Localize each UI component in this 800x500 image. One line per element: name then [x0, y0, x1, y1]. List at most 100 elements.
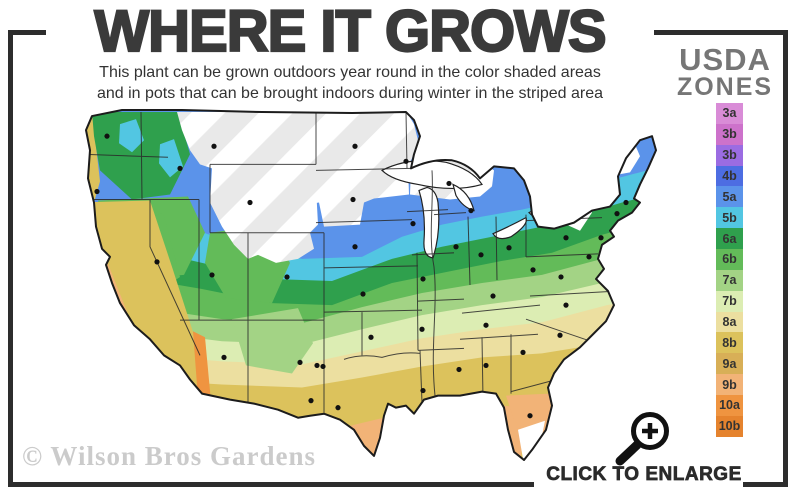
legend-zone-label: 6b: [722, 252, 737, 267]
city-dot: [468, 207, 474, 214]
cascades-turquoise: [119, 119, 144, 153]
california-coast-orange: [86, 234, 199, 400]
city-dot: [154, 259, 160, 265]
legend-zone-swatch-6a: 6a: [716, 228, 743, 250]
legend-zone-label: 9b: [722, 377, 737, 392]
city-dot: [478, 252, 484, 258]
city-dot: [360, 291, 366, 297]
usa-map-illustration: [85, 109, 657, 461]
legend-zone-swatch-10a: 10a: [716, 395, 743, 416]
city-dot: [297, 359, 303, 366]
city-dot: [104, 133, 110, 139]
city-dot: [368, 334, 374, 340]
legend-zone-label: 10b: [718, 419, 741, 434]
city-dot: [520, 349, 526, 355]
legend-zone-label: 3b: [722, 127, 737, 142]
city-dot: [410, 221, 416, 227]
lake-erie: [492, 216, 528, 240]
city-dot: [177, 165, 183, 171]
us-outline: [85, 109, 657, 461]
legend-zone-swatch-3b: 3b: [716, 123, 743, 145]
lake-huron: [452, 183, 475, 212]
city-dot: [211, 143, 217, 149]
frame-top-right-stub: [654, 30, 788, 35]
frame-left-line: [8, 30, 13, 487]
city-dot: [403, 158, 409, 164]
click-to-enlarge-label[interactable]: CLICK TO ENLARGE: [546, 464, 742, 486]
city-dot: [598, 180, 604, 187]
city-dot: [284, 274, 290, 280]
zone-shading: [86, 110, 656, 460]
city-dot: [221, 354, 227, 361]
legend-zone-label: 3b: [722, 148, 737, 163]
city-dot: [623, 199, 629, 206]
city-dot: [483, 322, 489, 328]
city-dot: [506, 245, 512, 251]
city-dot: [614, 210, 620, 217]
usda-zone-map[interactable]: [62, 106, 662, 468]
city-dot: [320, 363, 326, 370]
usda-zone-legend: 3a 3b 3b 4b 5a 5b 6a 6b 7a 7b 8a 8b 9a 9b 10a 10b: [716, 103, 743, 437]
legend-zone-label: 4b: [722, 169, 737, 183]
subtitle-line-2: and in pots that can be brought indoors …: [96, 85, 604, 102]
city-dot: [618, 155, 624, 161]
city-dot: [490, 293, 496, 299]
legend-zone-label: 10a: [719, 398, 740, 413]
city-dot: [352, 244, 358, 250]
city-dot: [446, 180, 452, 187]
city-dot: [420, 387, 426, 394]
city-dot: [610, 176, 616, 183]
legend-zone-label: 8a: [722, 315, 737, 330]
legend-zone-swatch-7b: 7b: [716, 290, 743, 312]
city-dot: [419, 326, 425, 332]
city-dot: [335, 405, 341, 411]
legend-zone-label: 8b: [722, 335, 737, 350]
legend-zone-label: 9a: [722, 356, 737, 371]
page-title: WHERE IT GROWS: [93, 0, 607, 65]
city-dot: [557, 332, 563, 338]
city-dot: [453, 244, 459, 250]
legend-zone-swatch-9b: 9b: [716, 374, 743, 396]
zoom-in-magnifier-icon[interactable]: [608, 406, 676, 473]
legend-zone-swatch-5b: 5b: [716, 207, 743, 229]
legend-zone-swatch-8a: 8a: [716, 311, 743, 333]
legend-zone-swatch-4b: 4b: [716, 165, 743, 187]
city-dot: [456, 366, 462, 373]
legend-zone-label: 6a: [722, 231, 737, 246]
legend-zone-swatch-3b: 3b: [716, 144, 743, 166]
city-dot: [563, 302, 569, 308]
legend-zone-swatch-3a: 3a: [716, 103, 743, 124]
legend-zone-label: 5b: [722, 210, 737, 225]
frame-right-line: [783, 30, 788, 487]
legend-zone-swatch-7a: 7a: [716, 269, 743, 291]
city-dot: [530, 267, 536, 273]
city-dot: [247, 199, 253, 206]
city-dot: [580, 203, 586, 210]
city-dot: [527, 413, 533, 419]
frame-bottom-right-stub: [743, 482, 788, 487]
city-dot: [308, 398, 314, 404]
az-nm-highlands: [232, 308, 313, 374]
california-gold: [86, 200, 201, 396]
legend-zone-swatch-9a: 9a: [716, 353, 743, 375]
legend-zone-swatch-10b: 10b: [716, 415, 743, 437]
city-dot: [483, 362, 489, 369]
state-borders: [86, 112, 619, 413]
watermark: © Wilson Bros Gardens: [22, 441, 316, 471]
city-dot: [209, 272, 215, 278]
city-dot: [558, 274, 564, 280]
legend-zone-label: 7a: [722, 273, 737, 288]
subtitle: This plant can be grown outdoors year ro…: [30, 62, 670, 104]
legend-zone-swatch-8b: 8b: [716, 332, 743, 354]
legend-zone-label: 3a: [722, 106, 737, 121]
city-dot: [420, 276, 426, 282]
legend-title-zones: ZONES: [676, 73, 774, 101]
city-dot: [314, 362, 320, 369]
legend-zone-label: 7b: [722, 294, 737, 309]
legend-zone-swatch-5a: 5a: [716, 186, 743, 208]
subtitle-line-1: This plant can be grown outdoors year ro…: [99, 64, 601, 81]
idaho-turquoise: [159, 139, 183, 178]
city-dot: [352, 143, 358, 149]
city-dot: [94, 188, 100, 195]
